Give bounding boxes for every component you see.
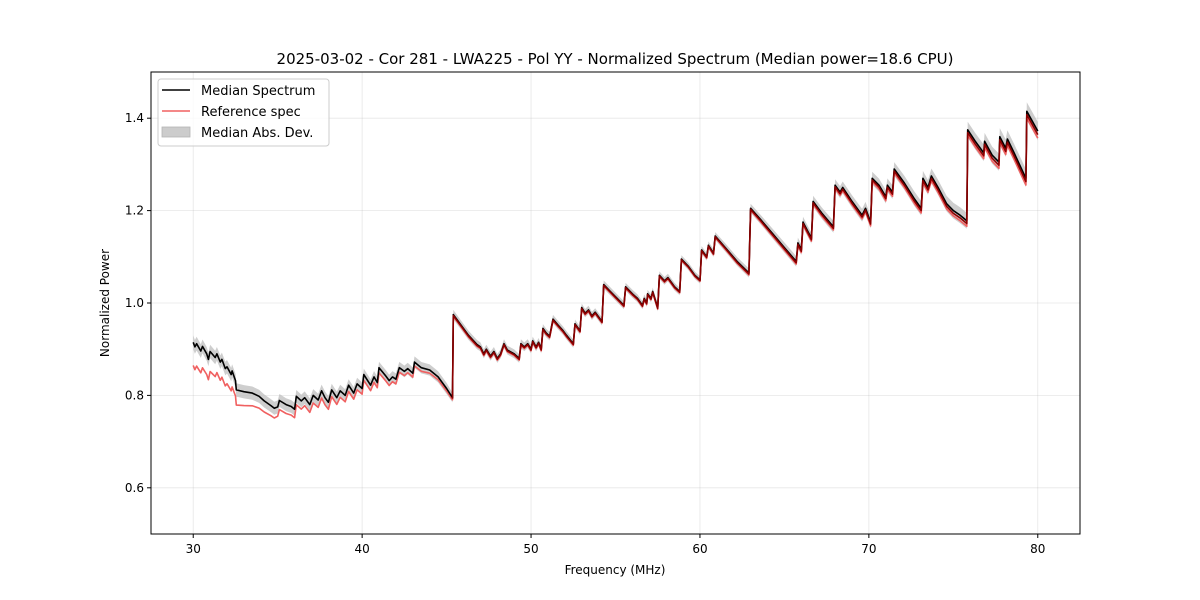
x-tick-label: 60 <box>692 542 707 556</box>
x-tick-label: 80 <box>1030 542 1045 556</box>
legend-label-mad: Median Abs. Dev. <box>201 126 313 141</box>
y-tick-label: 0.6 <box>125 481 144 495</box>
legend-swatch-mad <box>161 126 191 138</box>
reference-line-layer <box>192 117 1039 419</box>
median-spectrum-line <box>192 110 1039 411</box>
mad-band-layer <box>193 102 1038 416</box>
legend-label-reference: Reference spec <box>201 105 301 120</box>
y-tick-label: 0.8 <box>125 388 144 402</box>
x-tick-label: 40 <box>354 542 369 556</box>
y-axis-label: Normalized Power <box>98 249 112 357</box>
x-tick-label: 30 <box>186 542 201 556</box>
chart-title: 2025-03-02 - Cor 281 - LWA225 - Pol YY -… <box>277 50 954 68</box>
x-tick-label: 70 <box>861 542 876 556</box>
x-tick-label: 50 <box>523 542 538 556</box>
x-axis-label: Frequency (MHz) <box>565 563 666 577</box>
median-line-layer <box>192 110 1039 411</box>
overlap-line <box>451 113 1039 399</box>
legend: Median Spectrum Reference spec Median Ab… <box>157 78 330 147</box>
y-tick-label: 1.0 <box>125 296 144 310</box>
legend-frame <box>157 78 330 147</box>
y-tick-label: 1.4 <box>125 111 144 125</box>
y-tick-label: 1.2 <box>125 204 144 218</box>
mad-band <box>193 102 1038 416</box>
legend-label-median: Median Spectrum <box>201 84 315 99</box>
y-axis-ticks: 0.6 0.8 1.0 1.2 1.4 <box>125 111 151 495</box>
x-axis-ticks: 30 40 50 60 70 80 <box>186 534 1045 556</box>
reference-spec-line <box>192 117 1039 419</box>
